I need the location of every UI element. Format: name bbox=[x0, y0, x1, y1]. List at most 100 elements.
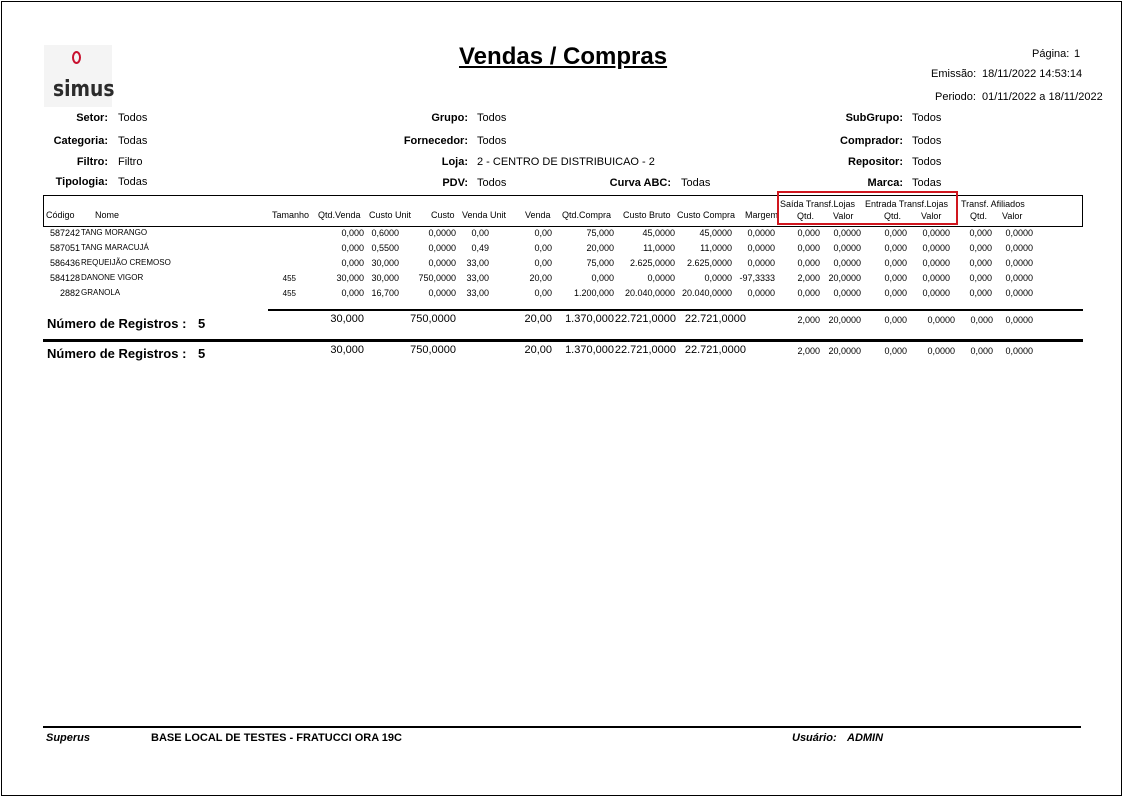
grand-total-label: Número de Registros : bbox=[47, 346, 187, 361]
row-s-val: 0,0000 bbox=[833, 228, 861, 238]
total-s-val: 20,0000 bbox=[828, 346, 861, 356]
logo-ring-icon bbox=[72, 51, 81, 64]
loja-value: 2 - CENTRO DE DISTRIBUICAO - 2 bbox=[477, 156, 655, 168]
row-custo-bruto: 20.040,0000 bbox=[624, 288, 675, 298]
total-s-val: 20,0000 bbox=[828, 315, 861, 325]
col-entrada-qtd: Qtd. bbox=[884, 211, 902, 221]
fornecedor-value: Todos bbox=[477, 135, 507, 147]
total-custo-bruto: 22.721,0000 bbox=[614, 313, 676, 325]
filtro-value: Filtro bbox=[118, 156, 143, 168]
row-qtd-venda: 0,000 bbox=[341, 258, 364, 268]
col-afil-valor: Valor bbox=[1002, 211, 1023, 221]
col-qtd-venda: Qtd.Venda bbox=[318, 210, 361, 220]
total-e-qtd: 0,000 bbox=[884, 346, 907, 356]
row-e-val: 0,0000 bbox=[922, 258, 950, 268]
total-a-val: 0,0000 bbox=[1005, 315, 1033, 325]
row-qtd-compra: 0,000 bbox=[591, 273, 614, 283]
col-group-saida: Saída Transf.Lojas bbox=[780, 199, 856, 209]
row-s-qtd: 2,000 bbox=[797, 273, 820, 283]
row-qtd-compra: 1.200,000 bbox=[573, 288, 614, 298]
row-custo: 0,0000 bbox=[428, 243, 456, 253]
row-nome: REQUEIJÃO CREMOSO bbox=[81, 258, 171, 267]
filtro-label: Filtro: bbox=[76, 156, 108, 168]
row-e-qtd: 0,000 bbox=[884, 288, 907, 298]
row-margem: 0,0000 bbox=[747, 243, 775, 253]
row-custo-unit: 16,700 bbox=[371, 288, 399, 298]
row-codigo: 587051 bbox=[49, 243, 80, 253]
row-codigo: 584128 bbox=[49, 273, 80, 283]
row-venda: 0,00 bbox=[534, 243, 552, 253]
col-codigo: Código bbox=[46, 210, 75, 220]
row-custo: 750,0000 bbox=[418, 273, 456, 283]
comprador-label: Comprador: bbox=[840, 135, 903, 147]
row-custo-bruto: 0,0000 bbox=[647, 273, 675, 283]
row-custo-compra: 0,0000 bbox=[704, 273, 732, 283]
col-group-afiliados: Transf. Afiliados bbox=[961, 199, 1025, 209]
row-custo-bruto: 2.625,0000 bbox=[629, 258, 675, 268]
row-codigo: 586436 bbox=[49, 258, 80, 268]
col-custo-unit: Custo Unit bbox=[369, 210, 412, 220]
pagina-label: Página: bbox=[1032, 48, 1070, 60]
row-s-val: 20,0000 bbox=[828, 273, 861, 283]
row-qtd-venda: 0,000 bbox=[341, 288, 364, 298]
total-s-qtd: 2,000 bbox=[797, 315, 820, 325]
row-qtd-compra: 75,000 bbox=[586, 258, 614, 268]
marca-value: Todas bbox=[912, 177, 942, 189]
row-qtd-compra: 20,000 bbox=[586, 243, 614, 253]
grand-total-count: 5 bbox=[198, 346, 206, 361]
row-s-val: 0,0000 bbox=[833, 288, 861, 298]
row-s-qtd: 0,000 bbox=[797, 258, 820, 268]
row-custo-bruto: 11,0000 bbox=[643, 243, 675, 253]
total-custo-compra: 22.721,0000 bbox=[684, 344, 746, 356]
row-margem: 0,0000 bbox=[747, 288, 775, 298]
col-group-entrada: Entrada Transf.Lojas bbox=[865, 199, 949, 209]
total-a-val: 0,0000 bbox=[1005, 346, 1033, 356]
subgrupo-label: SubGrupo: bbox=[845, 112, 903, 124]
row-a-qtd: 0,000 bbox=[969, 258, 992, 268]
loja-label: Loja: bbox=[441, 156, 468, 168]
total-qtd-compra: 1.370,000 bbox=[565, 313, 614, 325]
row-qtd-compra: 75,000 bbox=[586, 228, 614, 238]
total-e-val: 0,0000 bbox=[927, 315, 955, 325]
pdv-value: Todos bbox=[477, 177, 507, 189]
col-saida-qtd: Qtd. bbox=[797, 211, 815, 221]
total-custo-bruto: 22.721,0000 bbox=[614, 344, 676, 356]
setor-label: Setor: bbox=[76, 112, 108, 124]
row-qtd-venda: 30,000 bbox=[336, 273, 364, 283]
row-venda: 0,00 bbox=[534, 228, 552, 238]
row-e-qtd: 0,000 bbox=[884, 273, 907, 283]
tipologia-value: Todas bbox=[118, 176, 148, 188]
col-custo-compra: Custo Compra bbox=[677, 210, 736, 220]
categoria-label: Categoria: bbox=[53, 135, 108, 147]
comprador-value: Todos bbox=[912, 135, 942, 147]
row-custo-unit: 0,6000 bbox=[371, 228, 399, 238]
group-total-rule bbox=[268, 309, 1083, 311]
row-e-val: 0,0000 bbox=[922, 243, 950, 253]
emissao-value: 18/11/2022 14:53:14 bbox=[982, 68, 1083, 80]
table-header-bottom-border bbox=[43, 226, 1083, 227]
total-e-qtd: 0,000 bbox=[884, 315, 907, 325]
col-afil-qtd: Qtd. bbox=[970, 211, 988, 221]
row-custo-compra: 20.040,0000 bbox=[681, 288, 732, 298]
grupo-value: Todos bbox=[477, 112, 507, 124]
total-qtd-compra: 1.370,000 bbox=[565, 344, 614, 356]
grand-total-rule bbox=[43, 339, 1083, 342]
col-entrada-valor: Valor bbox=[921, 211, 942, 221]
grupo-label: Grupo: bbox=[431, 112, 468, 124]
row-venda-unit: 0,49 bbox=[471, 243, 489, 253]
total-qtd-venda: 30,000 bbox=[330, 344, 364, 356]
emissao-label: Emissão: bbox=[931, 68, 977, 80]
row-a-val: 0,0000 bbox=[1005, 228, 1033, 238]
row-margem: 0,0000 bbox=[747, 258, 775, 268]
row-e-val: 0,0000 bbox=[922, 273, 950, 283]
total-custo: 750,0000 bbox=[410, 313, 456, 325]
repositor-value: Todos bbox=[912, 156, 942, 168]
row-s-qtd: 0,000 bbox=[797, 243, 820, 253]
row-s-val: 0,0000 bbox=[833, 258, 861, 268]
row-e-val: 0,0000 bbox=[922, 288, 950, 298]
row-s-val: 0,0000 bbox=[833, 243, 861, 253]
row-venda: 0,00 bbox=[534, 258, 552, 268]
col-venda-unit: Venda Unit bbox=[462, 210, 507, 220]
row-custo-unit: 30,000 bbox=[371, 258, 399, 268]
row-venda-unit: 0,00 bbox=[471, 228, 489, 238]
